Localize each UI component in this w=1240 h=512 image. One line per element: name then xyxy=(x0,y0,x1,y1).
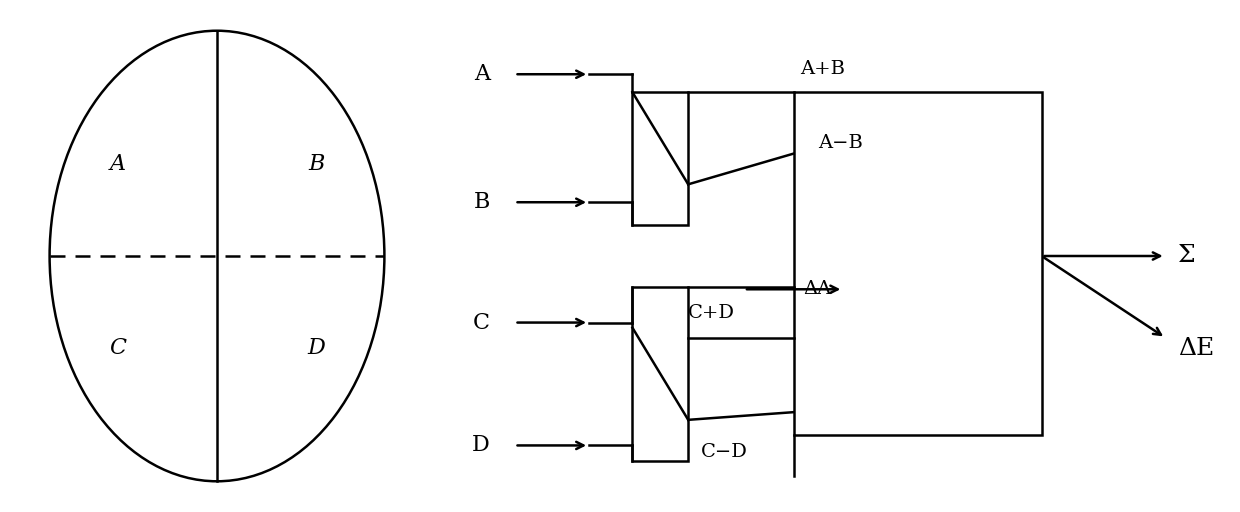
Bar xyxy=(794,92,1042,435)
Text: Σ: Σ xyxy=(1178,245,1195,267)
Text: ΔA: ΔA xyxy=(804,280,832,298)
Text: C−D: C−D xyxy=(701,442,748,461)
Text: C: C xyxy=(109,337,126,359)
Text: A: A xyxy=(474,63,490,85)
Text: A+B: A+B xyxy=(800,60,844,78)
Bar xyxy=(632,92,688,225)
Text: A: A xyxy=(109,153,126,175)
Text: B: B xyxy=(474,191,490,213)
Text: C: C xyxy=(472,312,490,333)
Text: B: B xyxy=(308,153,325,175)
Text: ΔE: ΔE xyxy=(1178,337,1214,359)
Text: D: D xyxy=(472,435,490,456)
Bar xyxy=(632,287,688,461)
Text: D: D xyxy=(308,337,325,359)
Text: A−B: A−B xyxy=(818,134,863,153)
Text: C+D: C+D xyxy=(688,304,735,323)
